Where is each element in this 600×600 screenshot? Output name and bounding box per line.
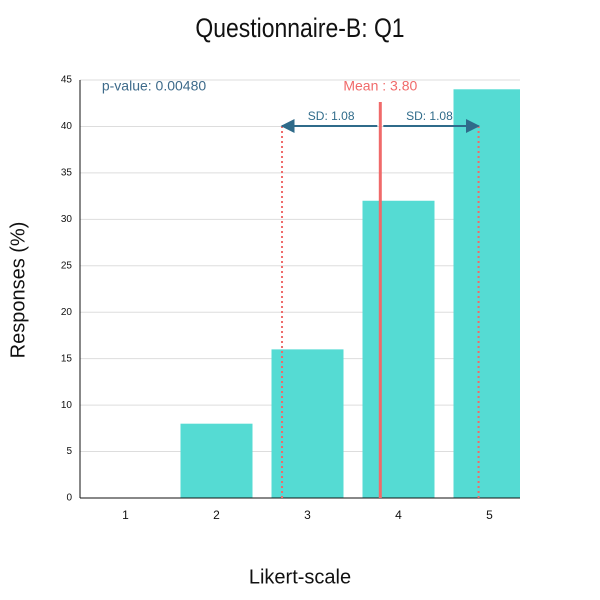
y-tick-label: 5 [66, 446, 72, 457]
p-value: p-value: 0.00480 [102, 78, 207, 94]
bar [362, 200, 435, 498]
bar [180, 423, 253, 498]
y-tick-label: 25 [61, 260, 73, 271]
y-tick-label: 20 [61, 307, 73, 318]
sd-label: SD: 1.08 [406, 109, 453, 123]
sd-label: SD: 1.08 [308, 109, 355, 123]
chart-title: Questionnaire-B: Q1 [195, 13, 404, 43]
bar [271, 349, 344, 498]
y-tick-label: 45 [61, 75, 73, 86]
bar [453, 89, 520, 499]
x-tick-label: 2 [213, 508, 220, 522]
y-tick-label: 35 [61, 168, 73, 179]
y-axis-label: Responses (%) [7, 222, 29, 359]
mean-label: Mean : 3.80 [343, 78, 417, 94]
x-tick-label: 3 [304, 508, 311, 522]
x-tick-label: 1 [122, 508, 129, 522]
x-tick-label: 5 [486, 508, 493, 522]
y-tick-label: 40 [61, 121, 73, 132]
y-tick-label: 30 [61, 214, 73, 225]
x-tick-label: 4 [395, 508, 402, 522]
y-tick-label: 15 [61, 353, 73, 364]
y-tick-label: 10 [61, 400, 73, 411]
y-tick-label: 0 [66, 493, 72, 504]
x-axis-label: Likert-scale [249, 566, 351, 588]
